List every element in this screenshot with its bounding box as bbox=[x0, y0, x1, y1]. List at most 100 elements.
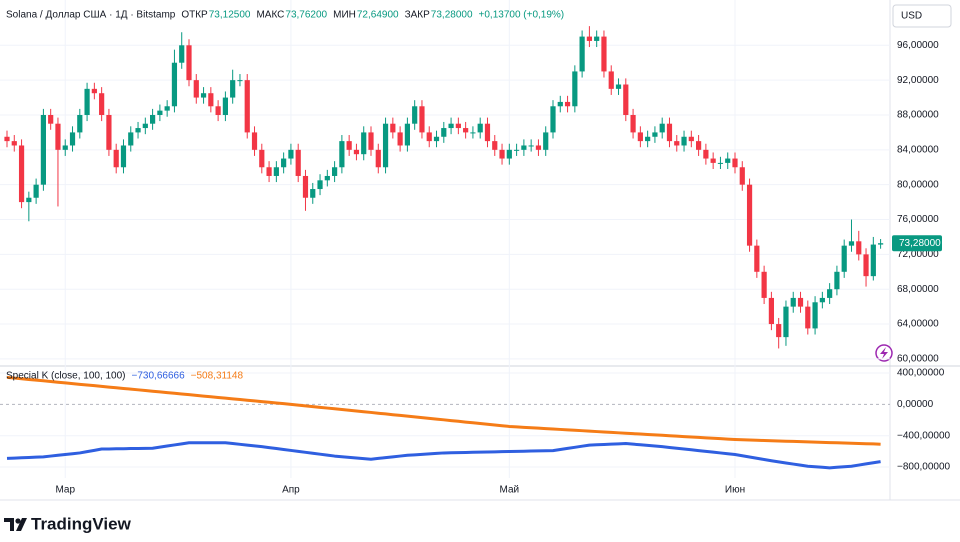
y2-tick-label: 400,00000 bbox=[897, 368, 945, 379]
candle-body bbox=[448, 123, 454, 129]
candle-body bbox=[608, 71, 614, 89]
candle-body bbox=[397, 132, 403, 146]
ohlc-label: ОТКР bbox=[181, 10, 208, 21]
candle-body bbox=[615, 84, 622, 89]
candle-body bbox=[346, 141, 352, 150]
candle-body bbox=[557, 101, 563, 107]
y-tick-label: 60,00000 bbox=[897, 354, 939, 365]
candle-body bbox=[594, 36, 600, 41]
candle-body bbox=[514, 149, 520, 151]
candle-body bbox=[419, 106, 425, 133]
candle-body bbox=[601, 36, 607, 72]
candle-body bbox=[135, 128, 141, 133]
candle-body bbox=[856, 241, 862, 255]
alert-icon[interactable] bbox=[875, 344, 893, 362]
y2-tick-label: 0,00000 bbox=[897, 399, 934, 410]
last-price-box bbox=[892, 235, 942, 252]
candle-body bbox=[295, 149, 301, 176]
candle-body bbox=[251, 132, 258, 150]
candle-body bbox=[732, 158, 738, 168]
candle-body bbox=[688, 136, 694, 142]
candle-body bbox=[441, 128, 447, 137]
candle-body bbox=[150, 114, 156, 124]
x-tick-label: Мар bbox=[55, 485, 75, 496]
candle-body bbox=[455, 123, 461, 129]
candle-body bbox=[361, 132, 367, 155]
x-tick-label: Май bbox=[500, 485, 520, 496]
candle-body bbox=[302, 175, 309, 198]
candle-body bbox=[106, 114, 112, 150]
candle-body bbox=[339, 141, 345, 168]
candle-body bbox=[179, 45, 185, 63]
candle-body bbox=[368, 132, 374, 150]
candle-body bbox=[761, 271, 767, 298]
brand-logo bbox=[4, 518, 27, 531]
candle-body bbox=[288, 149, 294, 159]
candle-body bbox=[863, 254, 869, 277]
y-tick-label: 88,00000 bbox=[897, 110, 939, 121]
candle-body bbox=[353, 149, 360, 155]
candle-body bbox=[186, 45, 192, 81]
candle-body bbox=[666, 123, 673, 142]
candle-body bbox=[18, 145, 25, 203]
candle-body bbox=[222, 97, 228, 115]
candle-body bbox=[746, 184, 753, 246]
candle-body bbox=[725, 158, 731, 163]
candle-body bbox=[645, 136, 651, 142]
candle-body bbox=[99, 93, 105, 115]
candle-body bbox=[564, 101, 571, 107]
candle-body bbox=[426, 132, 432, 142]
candle-body bbox=[273, 167, 279, 176]
candle-body bbox=[870, 244, 876, 277]
ohlc-value: 73,76200 bbox=[285, 10, 327, 21]
indicator-title: Special K (close, 100, 100) bbox=[6, 371, 126, 382]
candle-body bbox=[499, 149, 505, 159]
candle-body bbox=[572, 71, 578, 107]
candle-body bbox=[244, 80, 250, 133]
candle-body bbox=[484, 123, 491, 142]
y-tick-label: 72,00000 bbox=[897, 249, 939, 260]
candle-body bbox=[463, 128, 469, 133]
candle-body bbox=[878, 243, 884, 245]
currency-box[interactable] bbox=[892, 4, 952, 28]
candle-body bbox=[623, 84, 629, 115]
candle-body bbox=[390, 123, 396, 133]
candle-body bbox=[237, 80, 243, 82]
candle-body bbox=[26, 197, 32, 203]
candle-body bbox=[33, 184, 39, 198]
ohlc-label: ЗАКР bbox=[405, 10, 431, 21]
candle-body bbox=[637, 132, 643, 142]
candle-body bbox=[259, 149, 265, 168]
candle-body bbox=[550, 106, 556, 133]
y-tick-label: 96,00000 bbox=[897, 40, 939, 51]
candle-body bbox=[827, 289, 833, 298]
candle-body bbox=[521, 145, 527, 150]
candle-body bbox=[120, 145, 127, 168]
ohlc-label: МИН bbox=[333, 10, 356, 21]
currency: USD bbox=[901, 11, 922, 22]
candle-body bbox=[77, 114, 83, 133]
marks bbox=[4, 26, 884, 470]
candle-body bbox=[652, 132, 658, 137]
indicator-line bbox=[6, 375, 881, 446]
y-tick-label: 68,00000 bbox=[897, 284, 939, 295]
y-tick-label: 76,00000 bbox=[897, 214, 939, 225]
candle-body bbox=[492, 141, 498, 150]
candle-body bbox=[703, 149, 709, 159]
candle-body bbox=[69, 132, 76, 146]
candle-body bbox=[776, 324, 782, 338]
candle-body bbox=[11, 141, 17, 146]
candle-body bbox=[812, 302, 818, 329]
indicator-value: −730,66666 bbox=[132, 371, 186, 382]
candle-body bbox=[281, 158, 287, 168]
candle-body bbox=[674, 141, 680, 146]
candle-body bbox=[230, 80, 236, 98]
candle-body bbox=[193, 80, 199, 98]
candle-body bbox=[332, 167, 338, 176]
candle-body bbox=[848, 241, 855, 246]
x-tick-label: Июн bbox=[725, 485, 745, 496]
candle-body bbox=[55, 123, 61, 150]
candle-body bbox=[579, 36, 585, 72]
candle-body bbox=[128, 132, 134, 146]
